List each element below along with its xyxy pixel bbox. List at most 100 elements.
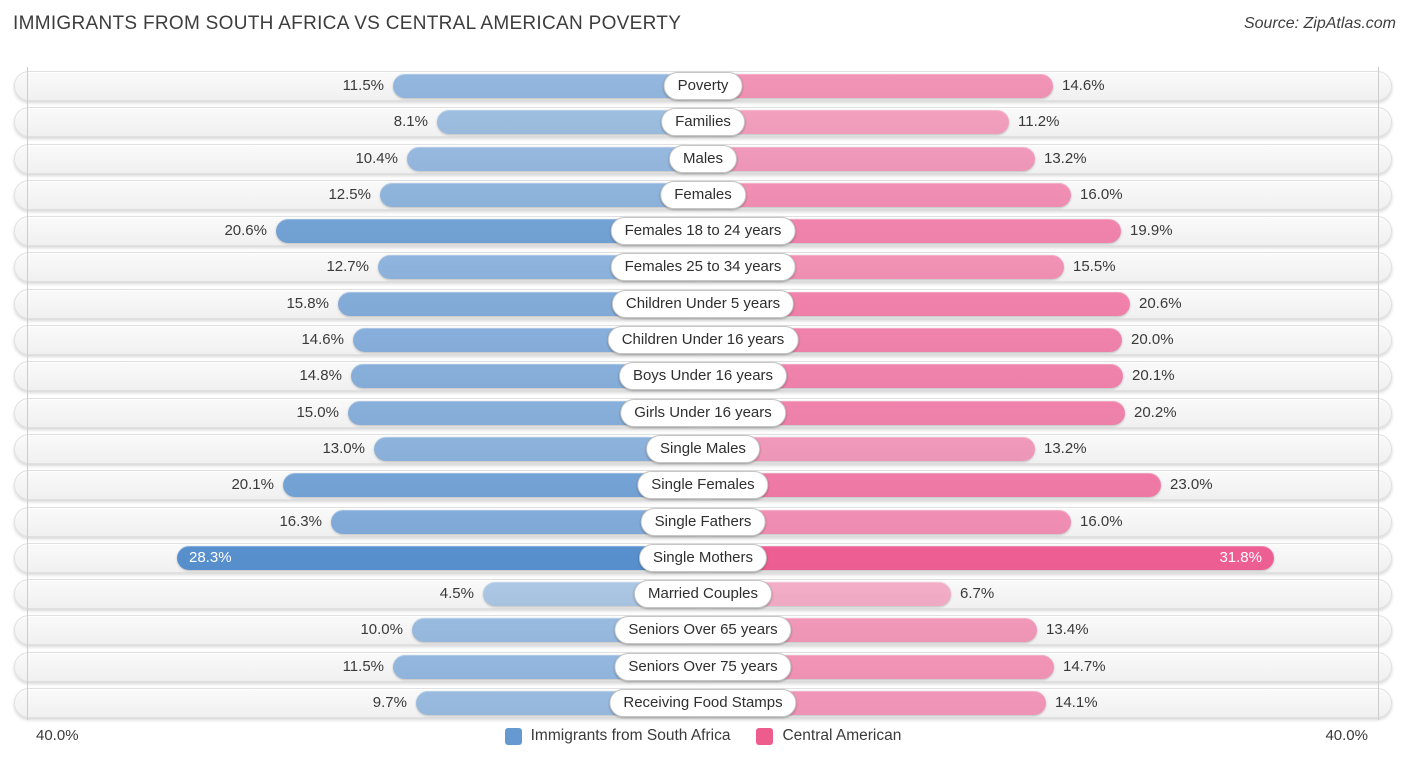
- value-label-left: 15.8%: [286, 294, 329, 312]
- right-axis-gridline: [1378, 67, 1379, 720]
- value-label-left: 12.7%: [326, 258, 369, 276]
- value-label-left: 11.5%: [342, 657, 384, 675]
- legend-label: Immigrants from South Africa: [530, 727, 731, 744]
- value-label-left: 12.5%: [328, 185, 371, 203]
- category-label: Poverty: [663, 72, 743, 100]
- value-label-left: 20.6%: [224, 222, 267, 240]
- chart-row: 12.5% 16.0% Females: [14, 179, 1392, 210]
- bar-central-american: [703, 74, 1053, 98]
- value-label-left: 9.7%: [372, 694, 407, 712]
- bar-south-africa: [437, 110, 703, 135]
- chart-row: 12.7% 15.5% Females 25 to 34 years: [14, 252, 1392, 283]
- category-label: Single Females: [637, 471, 769, 500]
- bar-south-africa: [177, 545, 703, 570]
- legend-item-central-american: Central American: [756, 727, 901, 745]
- category-label: Families: [661, 108, 745, 137]
- chart-row: 15.0% 20.2% Girls Under 16 years: [14, 397, 1392, 428]
- chart-row: 16.3% 16.0% Single Fathers: [14, 506, 1392, 537]
- left-axis-gridline: [27, 67, 28, 720]
- category-label: Receiving Food Stamps: [609, 689, 797, 718]
- value-label-right: 16.0%: [1080, 185, 1123, 203]
- value-label-left: 10.0%: [360, 621, 403, 639]
- value-label-right: 20.0%: [1131, 331, 1174, 349]
- bar-central-american: [703, 110, 1009, 135]
- category-label: Girls Under 16 years: [620, 398, 786, 427]
- category-label: Boys Under 16 years: [618, 362, 788, 391]
- value-label-left: 15.0%: [296, 403, 339, 421]
- value-label-right: 13.2%: [1044, 439, 1087, 457]
- bar-central-american: [703, 146, 1035, 171]
- chart-row: 28.3% 31.8% Single Mothers: [14, 542, 1392, 573]
- value-label-right: 16.0%: [1080, 512, 1123, 530]
- value-label-left: 20.1%: [231, 476, 274, 494]
- category-label: Children Under 5 years: [611, 289, 795, 318]
- legend-label: Central American: [782, 727, 902, 744]
- value-label-right: 20.2%: [1134, 403, 1177, 421]
- chart-row: 14.8% 20.1% Boys Under 16 years: [14, 361, 1392, 392]
- value-label-right: 20.1%: [1132, 367, 1175, 385]
- value-label-right: 13.2%: [1044, 149, 1087, 167]
- value-label-right: 14.6%: [1062, 77, 1105, 94]
- category-label: Single Males: [646, 434, 760, 463]
- bar-south-africa: [393, 74, 703, 98]
- bar-central-american: [703, 545, 1274, 570]
- value-label-right: 19.9%: [1130, 222, 1173, 240]
- legend-swatch-blue: [504, 727, 522, 745]
- value-label-left: 11.5%: [342, 77, 384, 94]
- category-label: Single Mothers: [638, 543, 768, 572]
- value-label-left: 4.5%: [439, 585, 474, 603]
- value-label-right: 20.6%: [1139, 294, 1182, 312]
- chart-row: 8.1% 11.2% Families: [14, 107, 1392, 138]
- bar-south-africa: [283, 473, 703, 498]
- bar-central-american: [703, 473, 1161, 498]
- chart-row: 11.5% 14.7% Seniors Over 75 years: [14, 651, 1392, 682]
- legend: Immigrants from South Africa Central Ame…: [0, 721, 1406, 751]
- right-axis-max-label: 40.0%: [1325, 727, 1368, 744]
- value-label-right: 14.1%: [1055, 694, 1098, 712]
- chart-row: 10.4% 13.2% Males: [14, 143, 1392, 174]
- value-label-right: 15.5%: [1073, 258, 1116, 276]
- category-label: Males: [668, 144, 738, 173]
- chart-row: 20.6% 19.9% Females 18 to 24 years: [14, 216, 1392, 247]
- chart-area: 11.5% 14.6% Poverty 8.1% 11.2% Families 10.4% 1…: [14, 67, 1392, 720]
- left-axis-max-label: 40.0%: [36, 727, 79, 744]
- legend-swatch-pink: [756, 727, 774, 745]
- category-label: Females: [660, 180, 746, 209]
- chart-rows: 11.5% 14.6% Poverty 8.1% 11.2% Families 10.4% 1…: [14, 71, 1392, 719]
- chart-row: 10.0% 13.4% Seniors Over 65 years: [14, 615, 1392, 646]
- value-label-right: 31.8%: [1219, 548, 1262, 566]
- category-label: Seniors Over 65 years: [614, 616, 792, 645]
- bar-central-american: [703, 182, 1071, 207]
- category-label: Single Fathers: [640, 507, 766, 536]
- value-label-right: 14.7%: [1063, 657, 1106, 675]
- value-label-right: 6.7%: [960, 585, 995, 603]
- chart-title: IMMIGRANTS FROM SOUTH AFRICA VS CENTRAL …: [13, 13, 682, 34]
- chart-row: 11.5% 14.6% Poverty: [14, 71, 1392, 101]
- chart-row: 9.7% 14.1% Receiving Food Stamps: [14, 688, 1392, 719]
- chart-row: 20.1% 23.0% Single Females: [14, 470, 1392, 501]
- value-label-left: 10.4%: [355, 149, 398, 167]
- value-label-left: 13.0%: [322, 439, 365, 457]
- value-label-right: 23.0%: [1170, 476, 1213, 494]
- chart-footer: 40.0% Immigrants from South Africa Centr…: [0, 721, 1406, 751]
- value-label-left: 14.6%: [301, 331, 344, 349]
- chart-row: 4.5% 6.7% Married Couples: [14, 579, 1392, 610]
- chart-row: 14.6% 20.0% Children Under 16 years: [14, 325, 1392, 356]
- category-label: Seniors Over 75 years: [614, 652, 792, 681]
- value-label-left: 14.8%: [299, 367, 342, 385]
- value-label-right: 13.4%: [1046, 621, 1089, 639]
- bar-south-africa: [380, 182, 703, 207]
- value-label-left: 16.3%: [279, 512, 322, 530]
- category-label: Married Couples: [633, 580, 773, 609]
- chart-row: 15.8% 20.6% Children Under 5 years: [14, 288, 1392, 319]
- chart-row: 13.0% 13.2% Single Males: [14, 433, 1392, 464]
- value-label-right: 11.2%: [1018, 113, 1060, 131]
- source-attribution: Source: ZipAtlas.com: [1243, 15, 1396, 32]
- value-label-left: 8.1%: [393, 113, 428, 131]
- legend-item-south-africa: Immigrants from South Africa: [504, 727, 731, 745]
- category-label: Females 18 to 24 years: [610, 217, 796, 246]
- bar-south-africa: [407, 146, 703, 171]
- value-label-left: 28.3%: [189, 548, 232, 566]
- category-label: Females 25 to 34 years: [610, 253, 796, 282]
- category-label: Children Under 16 years: [607, 326, 799, 355]
